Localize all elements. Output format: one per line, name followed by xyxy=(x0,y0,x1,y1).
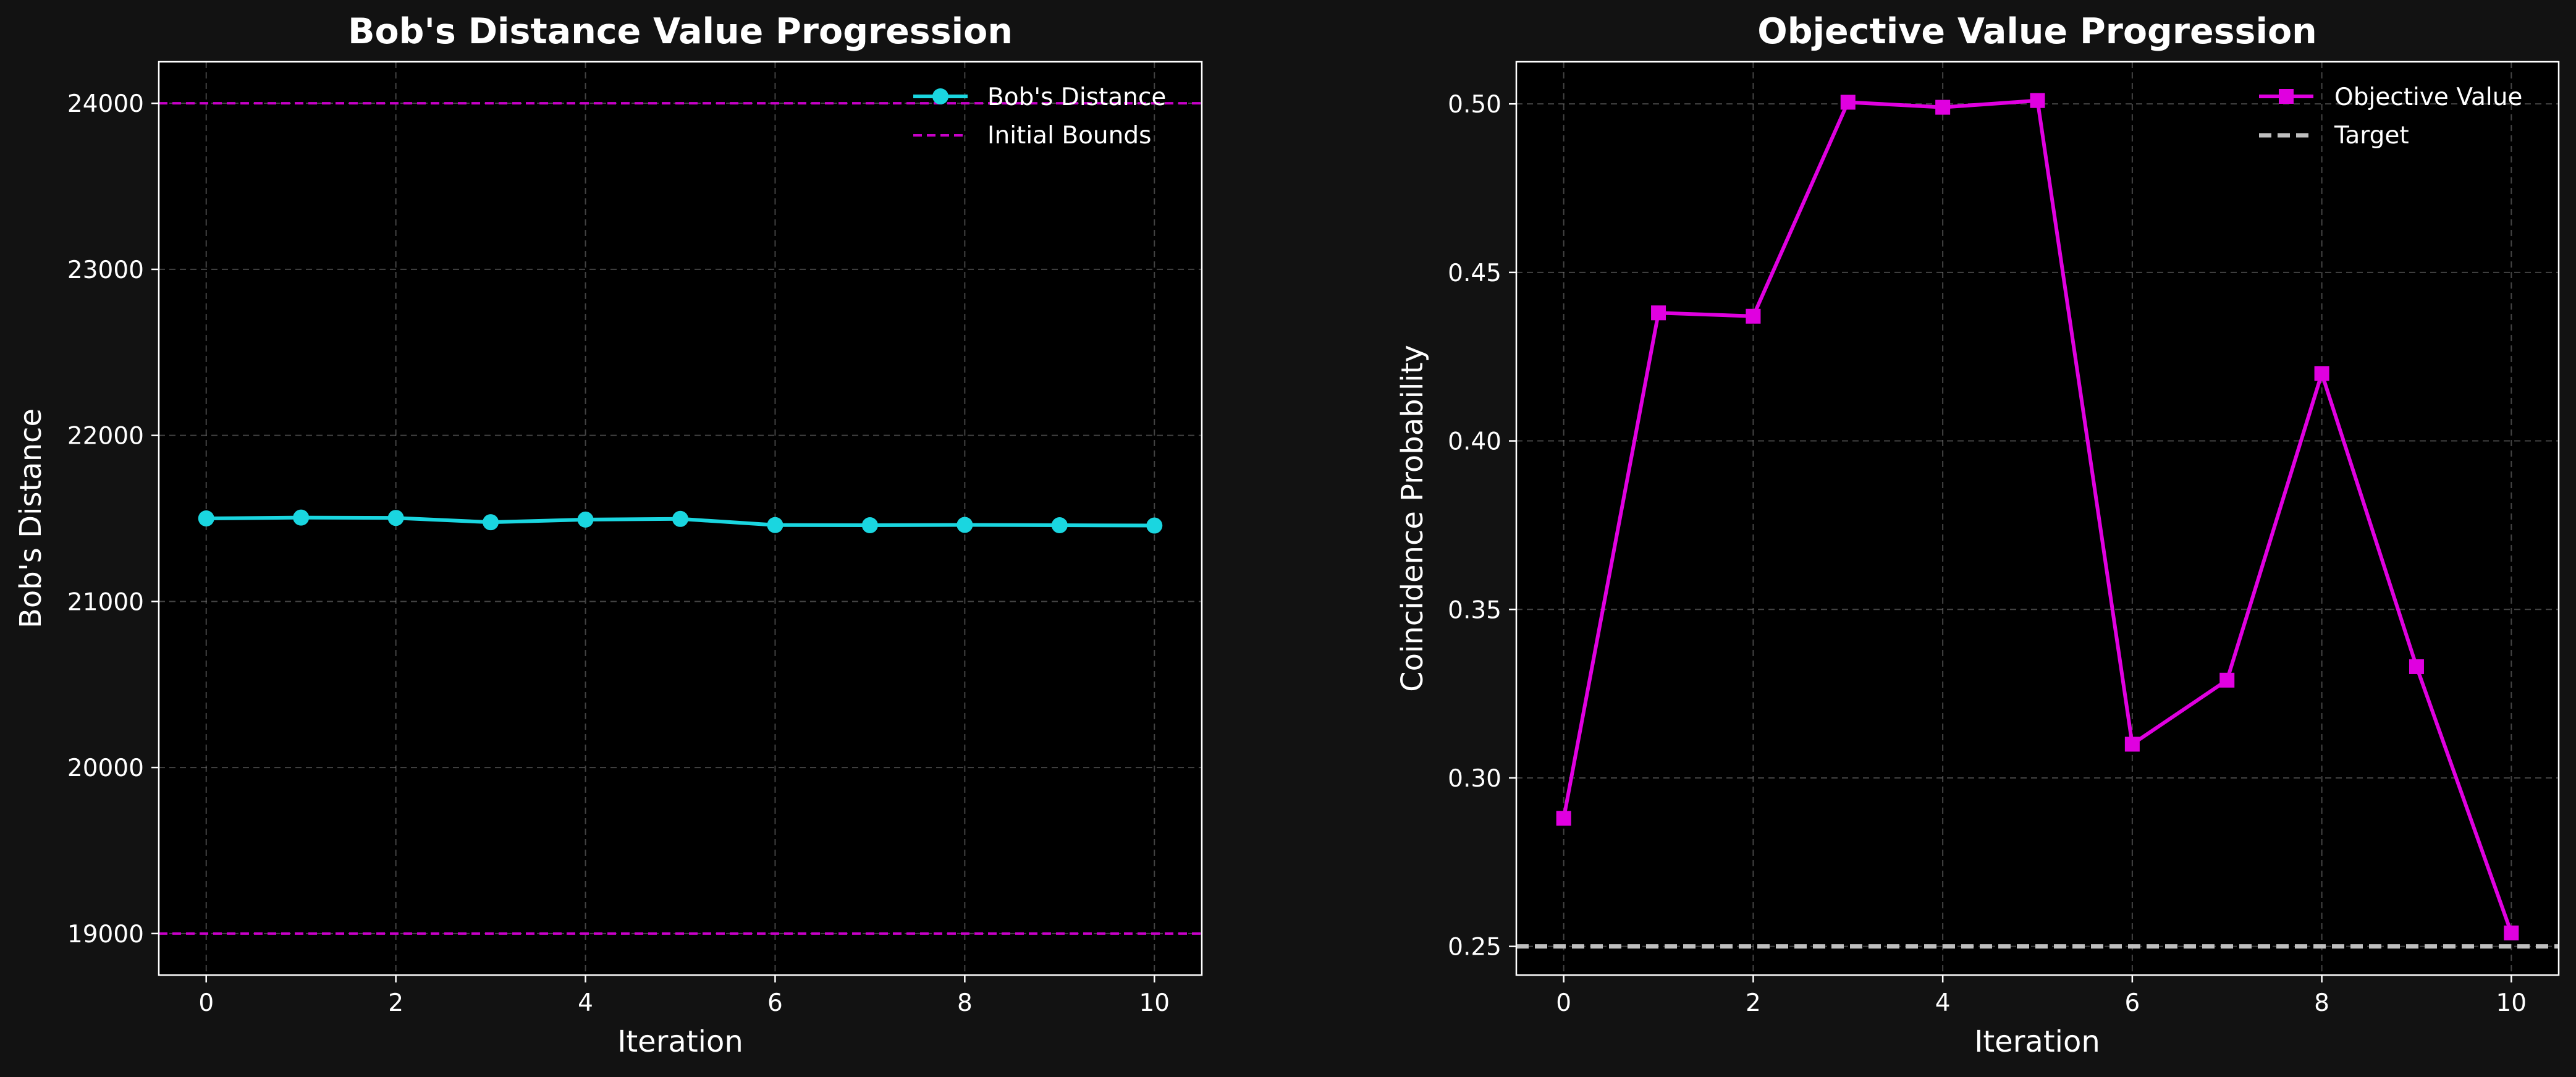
chart-title: Objective Value Progression xyxy=(1757,11,2317,52)
x-tick-label: 8 xyxy=(957,989,973,1017)
y-axis-label: Bob's Distance xyxy=(14,408,48,628)
y-tick-label: 0.45 xyxy=(1448,260,1501,287)
y-tick-label: 22000 xyxy=(67,423,144,450)
data-point xyxy=(2409,659,2424,674)
data-point xyxy=(956,517,973,533)
data-point xyxy=(1146,517,1163,534)
x-tick-label: 6 xyxy=(2124,989,2140,1017)
legend-label-objective-value: Objective Value xyxy=(2334,83,2522,111)
x-tick-label: 8 xyxy=(2314,989,2329,1017)
objective-value-panel: 0 2 4 6 8 10 0.25 0.30 0.35 0.40 0.45 0.50 Objectiv… xyxy=(1395,11,2560,1059)
data-point xyxy=(1935,99,1951,115)
grid-layer xyxy=(159,62,1202,975)
x-tick-label: 10 xyxy=(2496,989,2527,1017)
x-tick-label: 4 xyxy=(1935,989,1951,1017)
data-point xyxy=(198,510,214,526)
data-point xyxy=(293,509,310,526)
x-axis-label: Iteration xyxy=(1974,1024,2100,1059)
y-tick-label: 0.40 xyxy=(1448,428,1501,456)
y-tick-label: 0.35 xyxy=(1448,596,1501,624)
axes-frame xyxy=(158,61,1203,976)
x-tick-label: 0 xyxy=(1556,989,1571,1017)
legend-label-bobs-distance: Bob's Distance xyxy=(987,83,1166,111)
data-point xyxy=(577,511,594,528)
y-tick-label: 0.50 xyxy=(1448,91,1501,119)
legend-label-initial-bounds: Initial Bounds xyxy=(987,122,1151,150)
x-tick-label: 2 xyxy=(1746,989,1761,1017)
x-tick-label: 0 xyxy=(198,989,214,1017)
data-point xyxy=(1746,308,1761,324)
y-tick-label: 23000 xyxy=(67,256,144,284)
y-tick-label: 0.25 xyxy=(1448,934,1501,961)
data-point xyxy=(672,510,688,527)
y-tick-label: 20000 xyxy=(67,754,144,782)
data-point xyxy=(1651,305,1666,321)
data-point xyxy=(387,510,404,526)
plot-area xyxy=(1516,62,2559,975)
y-axis-label: Coincidence Probability xyxy=(1395,345,1430,692)
chart-title: Bob's Distance Value Progression xyxy=(348,11,1013,52)
data-point xyxy=(483,514,499,531)
data-point xyxy=(2219,672,2235,688)
tick-layer: 0 2 4 6 8 10 0.25 0.30 0.35 0.40 0.45 0.50 xyxy=(1448,91,2527,1017)
y-tick-label: 0.30 xyxy=(1448,765,1501,793)
series-layer xyxy=(198,509,1163,534)
data-point xyxy=(1840,95,1856,110)
data-point xyxy=(1051,517,1068,534)
legend-marker-bobs-distance xyxy=(932,88,948,104)
bobs-distance-panel: 0 2 4 6 8 10 19000 20000 21000 22000 23000 24000 Bo… xyxy=(14,11,1203,1059)
x-tick-label: 10 xyxy=(1139,989,1170,1017)
tick-layer: 0 2 4 6 8 10 19000 20000 21000 22000 23000 24000 xyxy=(67,90,1170,1017)
data-point xyxy=(2124,737,2140,752)
x-axis-label: Iteration xyxy=(617,1024,743,1059)
x-tick-label: 2 xyxy=(388,989,403,1017)
reference-lines-layer xyxy=(159,102,1202,935)
data-point xyxy=(2504,925,2519,940)
y-tick-label: 21000 xyxy=(67,588,144,616)
legend: Bob's Distance Initial Bounds xyxy=(913,83,1166,150)
legend-label-target: Target xyxy=(2334,122,2409,150)
y-tick-label: 24000 xyxy=(67,90,144,118)
x-tick-label: 4 xyxy=(578,989,593,1017)
data-point xyxy=(767,517,783,533)
series-layer xyxy=(1556,93,2519,940)
x-tick-label: 6 xyxy=(767,989,783,1017)
data-point xyxy=(861,517,878,534)
data-point xyxy=(2314,366,2329,381)
data-point xyxy=(1556,811,1571,826)
axes-frame xyxy=(1515,61,2560,976)
legend-marker-objective-value xyxy=(2279,89,2294,104)
legend: Objective Value Target xyxy=(2259,83,2522,150)
data-point xyxy=(2030,93,2045,108)
y-tick-label: 19000 xyxy=(67,921,144,948)
